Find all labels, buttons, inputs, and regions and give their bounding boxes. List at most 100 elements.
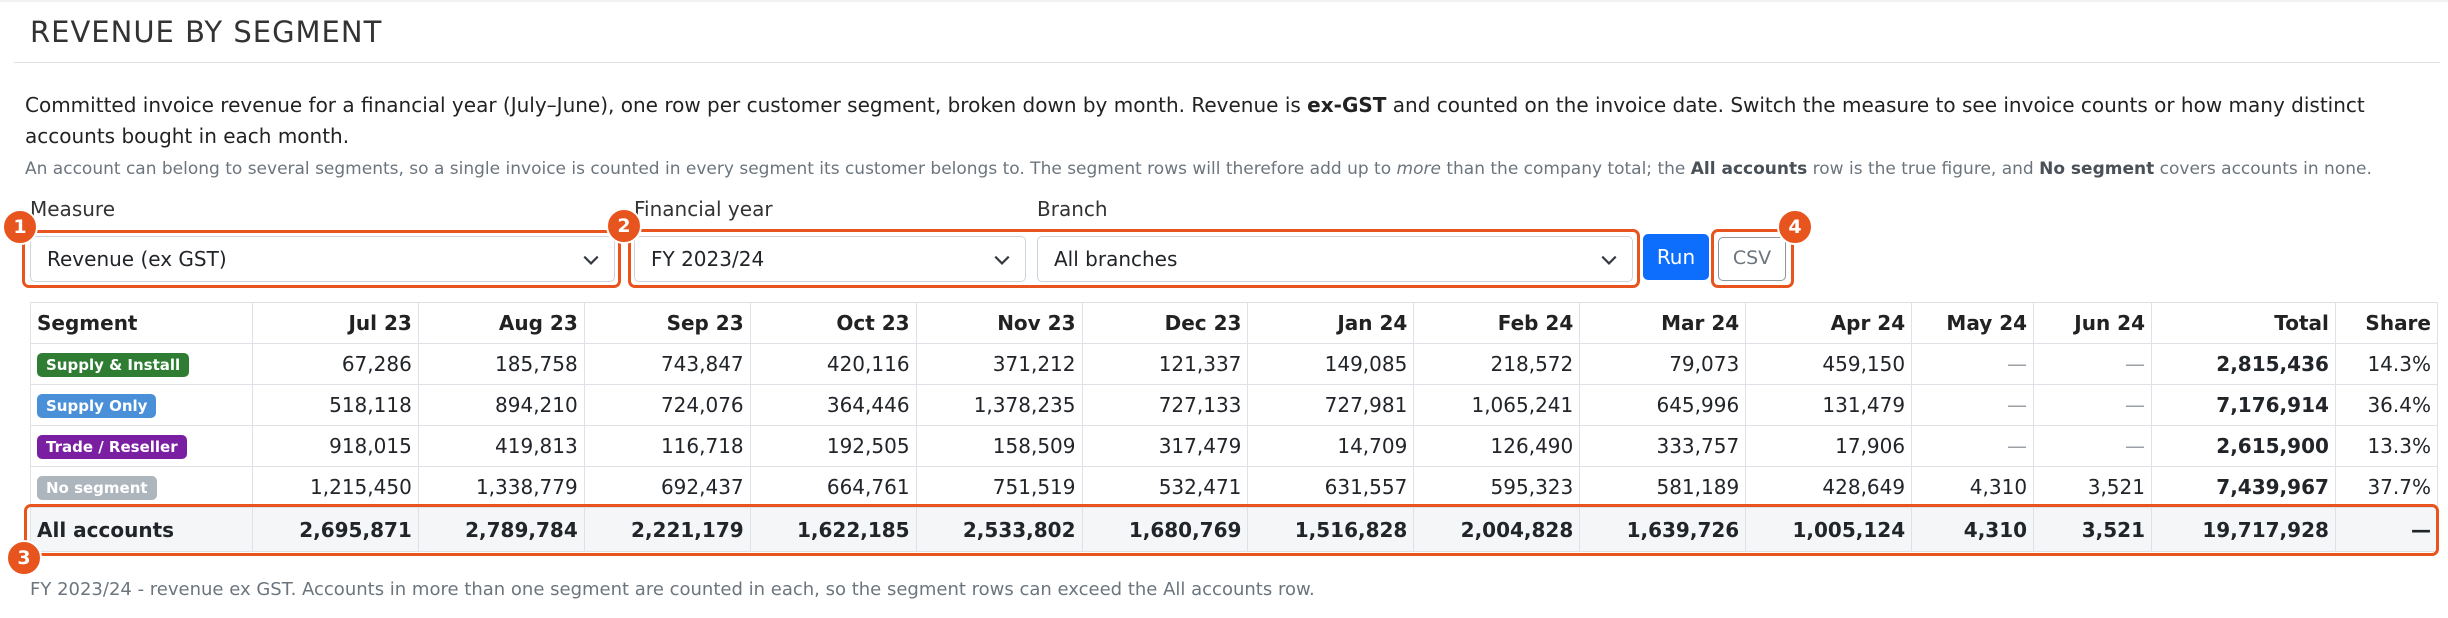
- month-value-cell: 727,981: [1247, 384, 1415, 426]
- col-header: Aug 23: [417, 302, 585, 344]
- month-value-cell: 185,758: [417, 343, 585, 385]
- all-accounts-label: All accounts: [30, 507, 253, 552]
- col-header: Oct 23: [749, 302, 917, 344]
- all-accounts-row: All accounts 2,695,871 2,789,784 2,221,179 1…: [30, 507, 2439, 552]
- col-header: Nov 23: [915, 302, 1083, 344]
- segment-cell: Supply Only: [30, 384, 253, 426]
- month-value-cell: 692,437: [583, 466, 751, 508]
- month-value-cell: 518,118: [251, 384, 419, 426]
- month-value-cell: 751,519: [915, 466, 1083, 508]
- segment-badge: No segment: [37, 476, 157, 500]
- table-row: Trade / Reseller 918,015 419,813 116,718 192…: [30, 425, 2439, 467]
- month-value-cell: 126,490: [1413, 425, 1581, 467]
- month-value-cell: 158,509: [915, 425, 1083, 467]
- table-footnote: FY 2023/24 - revenue ex GST. Accounts in…: [30, 579, 1315, 600]
- share-cell: 36.4%: [2334, 384, 2439, 426]
- measure-label: Measure: [30, 197, 115, 221]
- month-value-cell: 664,761: [749, 466, 917, 508]
- segment-cell: No segment: [30, 466, 253, 508]
- col-header: Jun 24: [2033, 302, 2152, 344]
- col-header: Total: [2150, 302, 2336, 344]
- branch-select[interactable]: All branches: [1037, 236, 1633, 282]
- month-value-cell: 459,150: [1745, 343, 1913, 385]
- month-value-cell: 595,323: [1413, 466, 1581, 508]
- col-header: Segment: [30, 302, 253, 344]
- run-button[interactable]: Run: [1643, 234, 1709, 280]
- financial-year-select[interactable]: FY 2023/24: [634, 236, 1026, 282]
- total-cell: 19,717,928: [2150, 507, 2336, 552]
- month-value-cell: 371,212: [915, 343, 1083, 385]
- month-value-cell: 894,210: [417, 384, 585, 426]
- month-value-cell: 1,378,235: [915, 384, 1083, 426]
- month-value-cell: 17,906: [1745, 425, 1913, 467]
- month-value-cell: 581,189: [1579, 466, 1747, 508]
- chevron-down-icon: [1601, 255, 1617, 265]
- month-value-cell: 116,718: [583, 425, 751, 467]
- month-value-cell: 131,479: [1745, 384, 1913, 426]
- col-header: Mar 24: [1579, 302, 1747, 344]
- col-header: Share: [2334, 302, 2439, 344]
- branch-label: Branch: [1037, 197, 1108, 221]
- annotation-badge-3: 3: [6, 540, 42, 576]
- month-value-cell: 333,757: [1579, 425, 1747, 467]
- page-title: REVENUE BY SEGMENT: [30, 15, 383, 49]
- share-cell: —: [2334, 507, 2439, 552]
- month-value-cell: 2,221,179: [583, 507, 751, 552]
- month-value-cell: 149,085: [1247, 343, 1415, 385]
- month-value-cell: —: [1911, 343, 2035, 385]
- month-value-cell: 1,516,828: [1247, 507, 1415, 552]
- month-value-cell: —: [2033, 384, 2152, 426]
- month-value-cell: 317,479: [1081, 425, 1249, 467]
- highlight-box-1: [22, 230, 621, 288]
- branch-select-value: All branches: [1054, 247, 1178, 271]
- total-cell: 7,176,914: [2150, 384, 2336, 426]
- top-rule: [0, 0, 2448, 2]
- col-header: Jan 24: [1247, 302, 1415, 344]
- highlight-box-3: [24, 504, 2439, 556]
- month-value-cell: 727,133: [1081, 384, 1249, 426]
- share-cell: 13.3%: [2334, 425, 2439, 467]
- col-header: Feb 24: [1413, 302, 1581, 344]
- total-cell: 7,439,967: [2150, 466, 2336, 508]
- month-value-cell: 420,116: [749, 343, 917, 385]
- title-divider: [14, 62, 2440, 63]
- share-cell: 14.3%: [2334, 343, 2439, 385]
- col-header: Apr 24: [1745, 302, 1913, 344]
- annotation-badge-1: 1: [2, 209, 38, 245]
- segment-badge: Supply Only: [37, 394, 157, 418]
- segment-badge: Supply & Install: [37, 353, 190, 377]
- month-value-cell: 743,847: [583, 343, 751, 385]
- month-value-cell: 2,789,784: [417, 507, 585, 552]
- segment-badge: Trade / Reseller: [37, 435, 187, 459]
- col-header: May 24: [1911, 302, 2035, 344]
- month-value-cell: 1,639,726: [1579, 507, 1747, 552]
- month-value-cell: 1,680,769: [1081, 507, 1249, 552]
- month-value-cell: 14,709: [1247, 425, 1415, 467]
- month-value-cell: 364,446: [749, 384, 917, 426]
- csv-export-button[interactable]: CSV: [1718, 237, 1786, 281]
- annotation-badge-2: 2: [606, 208, 642, 244]
- col-header: Jul 23: [251, 302, 419, 344]
- month-value-cell: 3,521: [2033, 507, 2152, 552]
- month-value-cell: 218,572: [1413, 343, 1581, 385]
- month-value-cell: 4,310: [1911, 466, 2035, 508]
- page-description: Committed invoice revenue for a financia…: [25, 93, 2365, 148]
- table-header-row: Segment Jul 23 Aug 23 Sep 23 Oct 23 Nov …: [30, 302, 2439, 344]
- month-value-cell: 192,505: [749, 425, 917, 467]
- segment-cell: Supply & Install: [30, 343, 253, 385]
- month-value-cell: —: [1911, 384, 2035, 426]
- month-value-cell: 67,286: [251, 343, 419, 385]
- col-header: Dec 23: [1081, 302, 1249, 344]
- highlight-box-2: [628, 229, 1640, 288]
- month-value-cell: 428,649: [1745, 466, 1913, 508]
- measure-select[interactable]: Revenue (ex GST): [30, 236, 615, 282]
- table-row: Supply & Install 67,286 185,758 743,847 420,…: [30, 343, 2439, 385]
- financial-year-label: Financial year: [634, 197, 773, 221]
- highlight-box-4: [1711, 229, 1794, 288]
- month-value-cell: 3,521: [2033, 466, 2152, 508]
- month-value-cell: 532,471: [1081, 466, 1249, 508]
- table-row: No segment 1,215,450 1,338,779 692,437 664,7…: [30, 466, 2439, 508]
- month-value-cell: 121,337: [1081, 343, 1249, 385]
- col-header: Sep 23: [583, 302, 751, 344]
- total-cell: 2,615,900: [2150, 425, 2336, 467]
